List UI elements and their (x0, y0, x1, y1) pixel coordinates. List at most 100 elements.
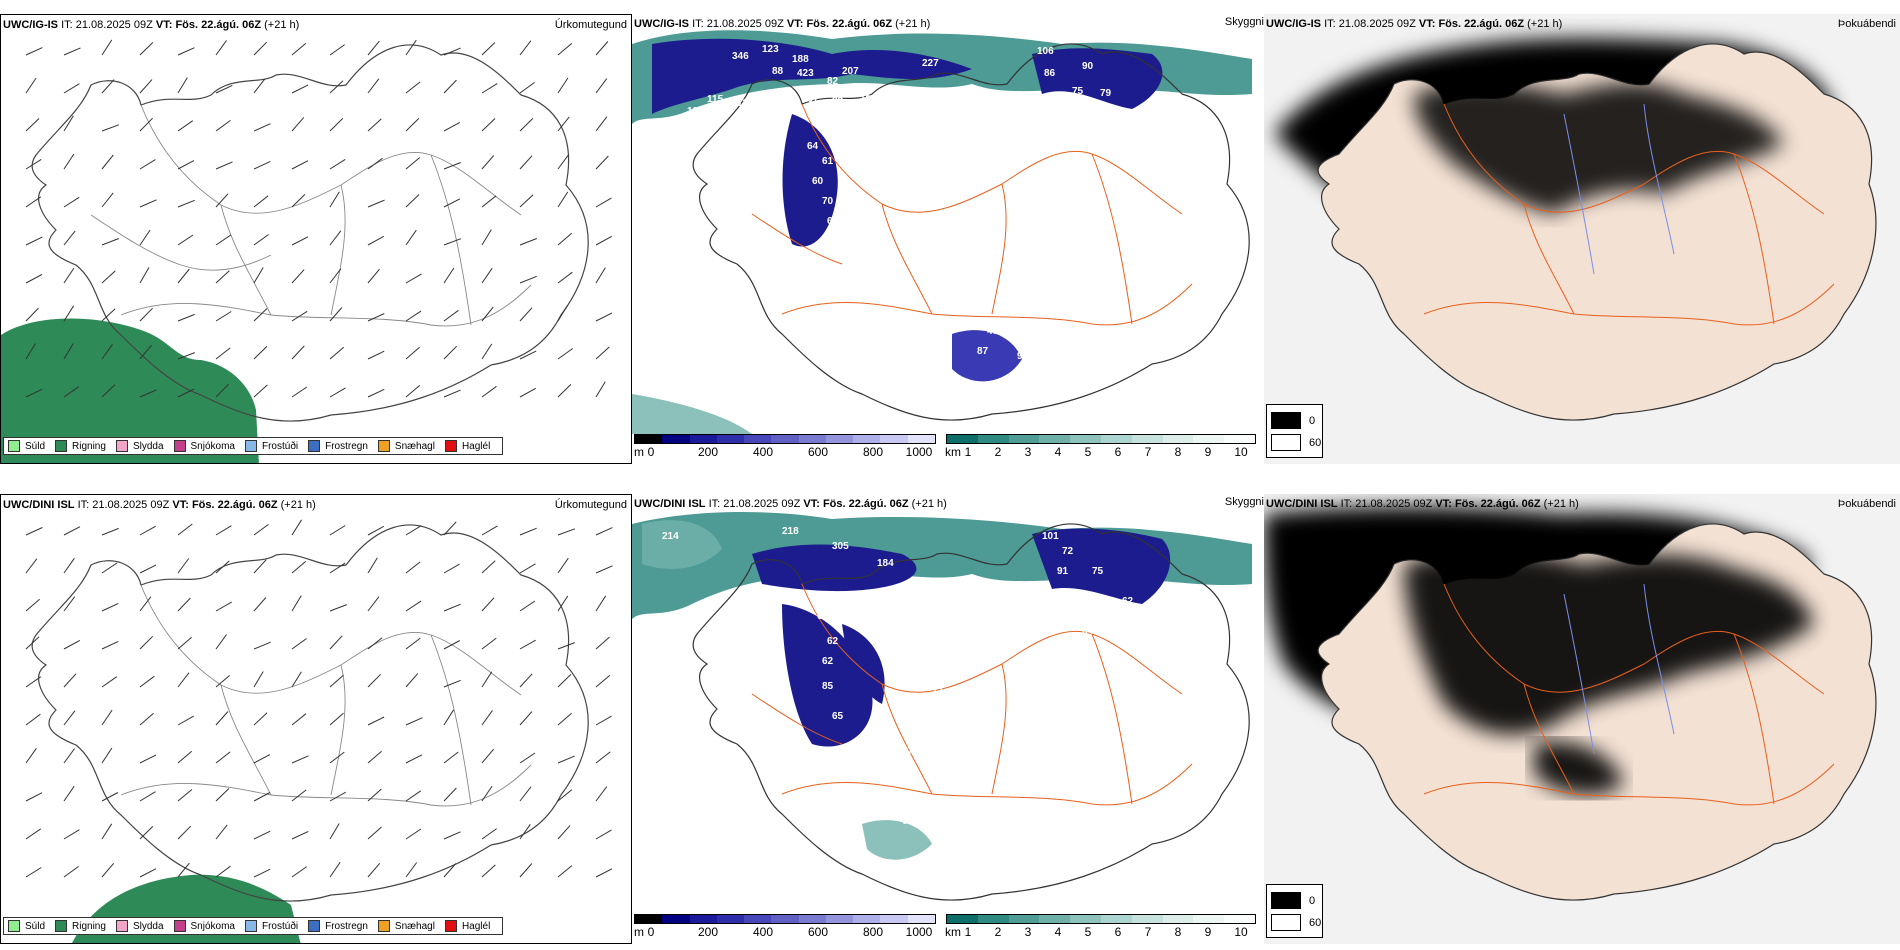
wind-barb (367, 78, 380, 94)
wind-barb (291, 638, 307, 650)
wind-barb (519, 563, 536, 574)
iceland-outline (31, 524, 589, 902)
panel-header: UWC/IG-IS IT: 21.08.2025 09Z VT: Fös. 22… (1266, 18, 1562, 30)
wind-barb (329, 307, 343, 322)
fog-legend-item: 0 (1271, 412, 1315, 429)
wind-barb (63, 267, 75, 284)
iceland-outline (31, 44, 589, 422)
cloudbase-label: 87 (867, 626, 879, 637)
it-value: 21.08.2025 09Z (706, 18, 784, 30)
cloudbase-label: 207 (842, 66, 859, 77)
wind-barb (215, 824, 228, 840)
wind-barb (595, 235, 613, 246)
wind-barb (443, 603, 461, 612)
wind-barb (291, 345, 305, 360)
wind-barb (25, 388, 43, 398)
wind-barb (215, 383, 229, 398)
wind-barb (291, 269, 305, 284)
panel-title-fog: Þokuábendi (1837, 498, 1896, 510)
legend-item: Súld (8, 920, 45, 932)
tick-label: 800 (862, 925, 884, 939)
wind-barb (367, 199, 385, 208)
wind-barb (101, 384, 116, 398)
fog-map-svg (1264, 14, 1900, 464)
cloudbase-label: 62 (1122, 596, 1134, 607)
wind-barb (519, 752, 536, 764)
wind-barb (367, 525, 385, 536)
wind-barb (405, 637, 421, 650)
cloudbase-label: 190 (687, 106, 704, 117)
wind-barb (595, 527, 613, 536)
cloudbase-ticks: m 0 200 400 600 800 1000 (634, 445, 936, 459)
cloudbase-label: 82 (832, 96, 844, 107)
it-label: IT: (1340, 498, 1353, 510)
fog-legend-swatch (1271, 914, 1301, 931)
fog-legend-item: 60 (1271, 434, 1321, 451)
wind-barb (367, 118, 382, 132)
wind-barb (25, 343, 36, 360)
wind-barb (481, 343, 493, 360)
wind-barb (291, 160, 309, 170)
wind-barb (25, 828, 42, 840)
cloudbase-label: 62 (954, 106, 966, 117)
wind-barb (405, 157, 421, 170)
wind-barb (101, 344, 113, 360)
wind-barb (139, 267, 150, 284)
wind-barb (595, 565, 613, 574)
tick-label: 10 (1234, 925, 1248, 939)
wind-barb (215, 234, 232, 246)
wind-barb (139, 635, 154, 650)
wind-barb (291, 519, 303, 536)
cloudbase-label: 91 (1057, 566, 1069, 577)
cloudbase-label: 214 (662, 531, 679, 542)
wind-barb (481, 195, 497, 208)
road-network (90, 104, 532, 327)
cloudbase-visibility-map-row1: 346 123 188 88 423 82 207 196 227 126 106 86 90 75 79 6… (632, 14, 1264, 464)
wind-barb (177, 862, 190, 878)
model-name: UWC/DINI ISL (3, 499, 75, 511)
wind-barb (405, 310, 422, 322)
wind-barb (63, 596, 76, 612)
legend-item: Frostregn (308, 440, 368, 452)
vt-label: VT: (786, 18, 804, 30)
tick-label: 800 (862, 445, 884, 459)
cloudbase-label: 106 (1037, 46, 1054, 57)
wind-barb (101, 562, 118, 574)
wind-barb (291, 236, 309, 246)
wind-barb (405, 81, 421, 94)
wind-barb (595, 267, 606, 284)
wind-barb (595, 751, 611, 764)
wind-barb (139, 159, 156, 170)
cloudbase-label: 62 (822, 656, 834, 667)
it-label: IT: (708, 498, 721, 510)
road-network (120, 584, 532, 807)
legend-swatch (8, 440, 20, 452)
colorbars: m 0 200 400 600 800 1000 km 1 2 3 4 5 6 … (634, 914, 1260, 940)
legend-label: Frostúði (261, 440, 299, 452)
wind-barb (177, 388, 195, 398)
wind-barb (329, 80, 344, 94)
cloudbase-label: 18 (967, 156, 979, 167)
wind-barb (291, 866, 307, 878)
it-value: 21.08.2025 09Z (723, 498, 801, 510)
legend-swatch (115, 920, 128, 932)
wind-barb (25, 792, 43, 802)
tick-label: 5 (1084, 925, 1092, 939)
wind-barb (481, 671, 493, 688)
cloudbase-label: 77 (932, 686, 944, 697)
wind-barb (101, 709, 113, 726)
wind-barb (329, 387, 346, 398)
wind-barb (481, 155, 495, 170)
fog-legend-item: 0 (1271, 892, 1315, 909)
visibility-sea-area (862, 820, 932, 860)
wind-barb (367, 862, 381, 878)
cloudbase-label: 64 (807, 141, 819, 152)
legend-item: Rigning (55, 440, 106, 452)
wind-barb (405, 673, 419, 688)
fog-legend-swatch (1271, 434, 1301, 451)
wind-barb (177, 672, 190, 688)
cloudbase-label: 65 (832, 711, 844, 722)
cloudbase-colorbar (634, 914, 936, 924)
wind-barb (63, 748, 76, 764)
